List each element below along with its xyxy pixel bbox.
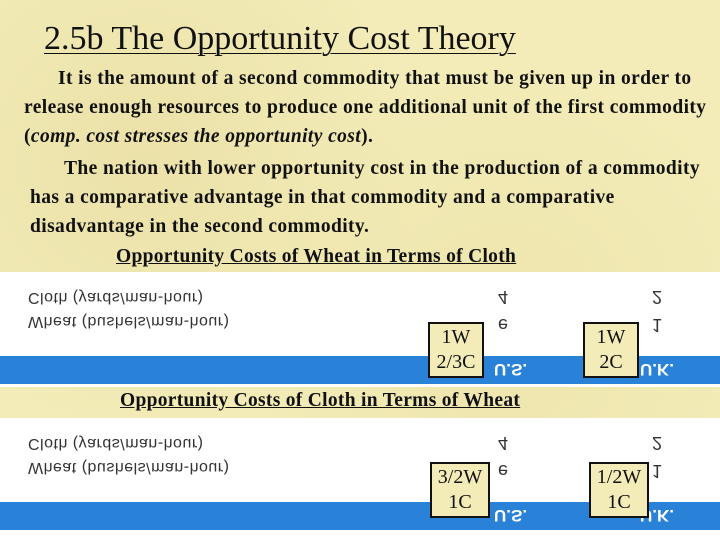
table1-glyph-d: 1 <box>652 315 663 335</box>
table2-bar-us: U.S. <box>494 506 528 525</box>
table1-bar-uk: U.K. <box>640 360 674 379</box>
table1-glyph-a: 4 <box>498 287 509 307</box>
table2-us-wheat: 3/2W <box>437 466 483 488</box>
table2-us-cloth: 1C <box>448 491 472 513</box>
table1-us-cloth: 2/3C <box>436 351 476 373</box>
table2-glyph-a: 4 <box>498 433 509 453</box>
table2-us-opportunity-cost: 3/2W 1C <box>430 462 490 518</box>
table2-caption: Opportunity Costs of Cloth in Terms of W… <box>120 390 521 411</box>
comparative-advantage-text: The nation with lower opportunity cost i… <box>30 158 701 237</box>
table2-row-wheat-mirrored: Wheat (bushels/man-hour) <box>28 459 230 476</box>
table1-row-cloth-mirrored: Cloth (yards/man-hour) <box>28 289 204 306</box>
table1-row-wheat-mirrored: Wheat (bushels/man-hour) <box>28 313 230 330</box>
table1-us-opportunity-cost: 1W 2/3C <box>428 322 484 378</box>
definition-paragraph: It is the amount of a second commodity t… <box>24 64 714 151</box>
table1-glyph-b: e <box>498 315 509 335</box>
table1-glyph-c: 2 <box>652 287 663 307</box>
table2-glyph-b: e <box>498 461 509 481</box>
definition-italic-note: comp. cost stresses the opportunity cost <box>30 126 362 147</box>
definition-text: It is the amount of a second commodity t… <box>24 68 707 147</box>
table2-uk-cloth: 1C <box>607 491 631 513</box>
comparative-advantage-paragraph: The nation with lower opportunity cost i… <box>30 154 700 241</box>
table2-glyph-d: 1 <box>652 461 663 481</box>
definition-text-end: ). <box>361 126 374 147</box>
table1-uk-wheat: 1W <box>596 326 626 348</box>
table1-uk-cloth: 2C <box>599 351 623 373</box>
table2-row-cloth-mirrored: Cloth (yards/man-hour) <box>28 435 204 452</box>
table1-uk-opportunity-cost: 1W 2C <box>583 322 639 378</box>
table2-uk-opportunity-cost: 1/2W 1C <box>589 462 649 518</box>
table1-us-wheat: 1W <box>441 326 471 348</box>
table1-caption: Opportunity Costs of Wheat in Terms of C… <box>116 246 517 267</box>
table1-bar-us: U.S. <box>494 360 528 379</box>
slide-title: 2.5b The Opportunity Cost Theory <box>44 20 516 57</box>
table2-glyph-c: 2 <box>652 433 663 453</box>
table2-uk-wheat: 1/2W <box>596 466 642 488</box>
